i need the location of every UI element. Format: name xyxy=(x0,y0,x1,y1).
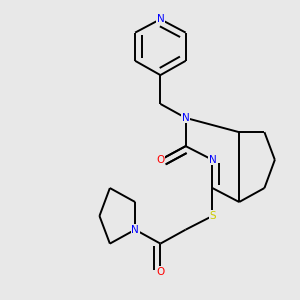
Text: S: S xyxy=(209,211,216,221)
Text: N: N xyxy=(131,225,139,235)
Text: O: O xyxy=(156,155,164,165)
Text: N: N xyxy=(208,155,216,165)
Text: N: N xyxy=(182,113,190,123)
Text: O: O xyxy=(156,267,164,277)
Text: N: N xyxy=(157,14,164,24)
